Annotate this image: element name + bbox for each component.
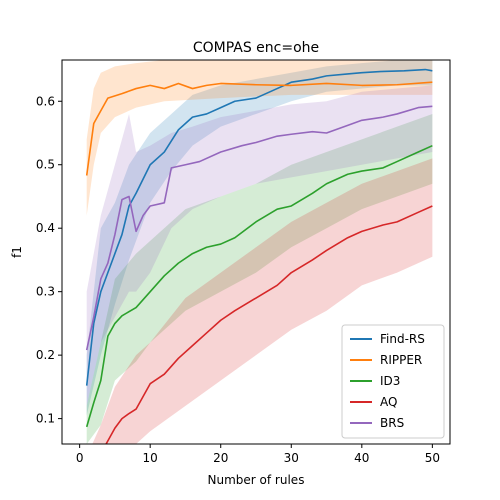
legend-entry-label: ID3 bbox=[380, 374, 400, 388]
band-ripper bbox=[86, 60, 433, 216]
x-tick-label: 10 bbox=[143, 451, 158, 465]
x-tick-label: 40 bbox=[354, 451, 369, 465]
series-line-find-rs bbox=[85, 68, 433, 386]
band-brs bbox=[86, 85, 433, 406]
chart-title: COMPAS enc=ohe bbox=[193, 40, 319, 56]
series-line-aq bbox=[105, 205, 433, 444]
x-tick-label: 20 bbox=[213, 451, 228, 465]
series-line-ripper bbox=[85, 81, 433, 176]
legend-entry-label: BRS bbox=[380, 416, 404, 430]
legend-entry-label: AQ bbox=[380, 395, 397, 409]
x-axis: 0 10 20 30 40 50 bbox=[76, 444, 440, 465]
legend-entry-label: RIPPER bbox=[380, 353, 422, 367]
series-line-id3 bbox=[85, 144, 433, 428]
y-tick-label: 0.1 bbox=[36, 412, 55, 426]
x-tick-label: 30 bbox=[284, 451, 299, 465]
confidence-bands bbox=[86, 60, 433, 444]
plot-frame bbox=[61, 59, 451, 445]
legend: Find-RS RIPPER ID3 AQ BRS bbox=[341, 324, 445, 439]
x-tick-label: 0 bbox=[76, 451, 84, 465]
y-tick-label: 0.3 bbox=[36, 285, 55, 299]
band-aq bbox=[92, 158, 433, 444]
y-tick-label: 0.5 bbox=[36, 158, 55, 172]
band-find-rs bbox=[86, 60, 433, 416]
band-id3 bbox=[86, 113, 433, 444]
y-tick-label: 0.6 bbox=[36, 94, 55, 108]
legend-box bbox=[341, 324, 445, 439]
y-axis: 0.1 0.2 0.3 0.4 0.5 0.6 bbox=[36, 94, 62, 426]
x-axis-label: Number of rules bbox=[208, 473, 305, 487]
y-tick-label: 0.2 bbox=[36, 348, 55, 362]
x-tick-label: 50 bbox=[425, 451, 440, 465]
series-line-brs bbox=[85, 105, 433, 351]
y-tick-label: 0.4 bbox=[36, 221, 55, 235]
y-axis-label: f1 bbox=[10, 246, 24, 258]
series-lines bbox=[85, 68, 433, 444]
legend-entry-label: Find-RS bbox=[380, 332, 425, 346]
